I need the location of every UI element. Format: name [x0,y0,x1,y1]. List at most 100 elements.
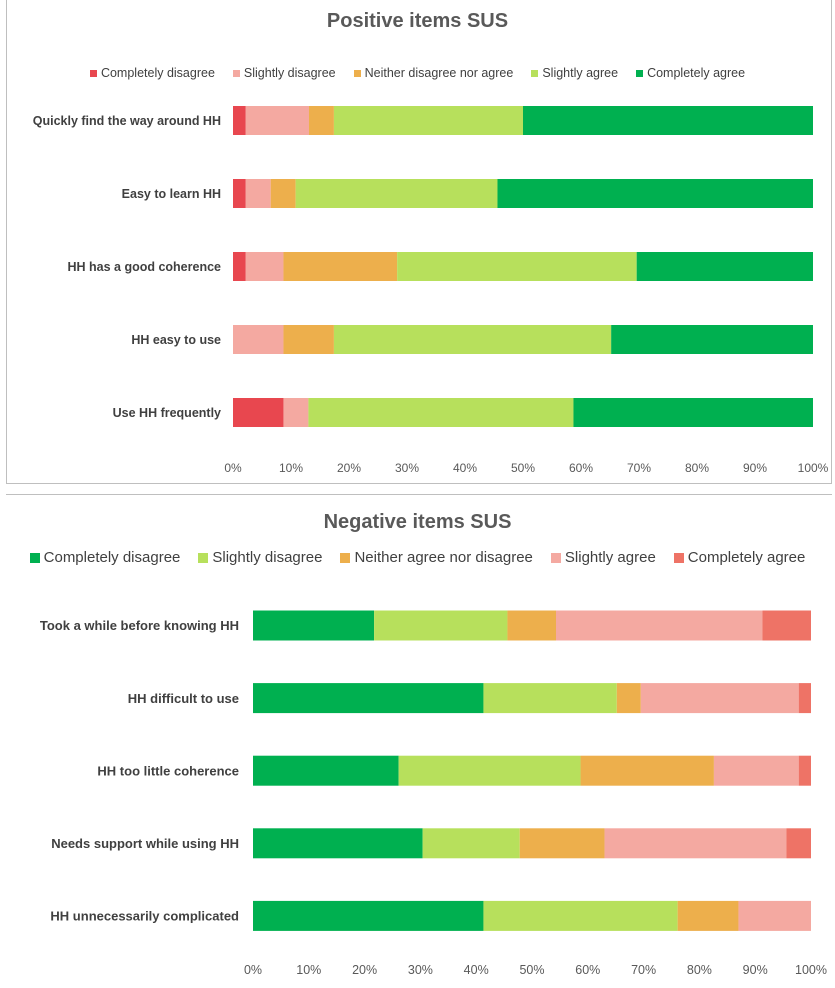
positive-bar-quickly-find-the-way-around-hh-slightly-agree [333,106,523,135]
negative-category-label: HH unnecessarily complicated [50,909,239,924]
positive-x-tick-label: 20% [337,461,361,475]
positive-bar-quickly-find-the-way-around-hh-completely-disagree [233,106,246,135]
negative-bar-hh-too-little-coherence-neither-agree-nor-disagree [580,755,714,786]
legend-item-slightly-disagree: Slightly disagree [198,549,322,566]
legend-item-completely-disagree: Completely disagree [89,66,215,80]
positive-bar-use-hh-frequently-slightly-agree [308,398,574,427]
legend-swatch [29,552,40,563]
legend-label: Slightly disagree [243,66,336,80]
legend-swatch [232,69,240,77]
positive-x-tick-label: 30% [395,461,419,475]
legend-label: Slightly disagree [212,549,323,566]
negative-bar-hh-difficult-to-use-neither-agree-nor-disagree [616,683,641,714]
negative-bar-hh-too-little-coherence-completely-disagree [253,755,399,786]
positive-bar-use-hh-frequently-completely-disagree [233,398,284,427]
legend-swatch [353,69,361,77]
positive-category-label: Quickly find the way around HH [33,114,221,128]
legend-swatch [673,552,684,563]
positive-bar-hh-has-a-good-coherence-neither-disagree-nor-agree [283,252,398,281]
negative-bar-took-a-while-before-knowing-hh-slightly-agree [555,610,763,641]
negative-bar-hh-unnecessarily-complicated-completely-disagree [253,900,484,931]
positive-bar-quickly-find-the-way-around-hh-neither-disagree-nor-agree [308,106,334,135]
positive-bar-hh-easy-to-use-slightly-agree [333,325,612,354]
positive-category-label: HH has a good coherence [67,260,221,274]
legend-item-completely-disagree: Completely disagree [29,549,181,566]
negative-category-label: HH difficult to use [128,691,239,706]
positive-bar-quickly-find-the-way-around-hh-completely-agree [523,106,813,135]
negative-x-tick-label: 100% [795,963,827,977]
positive-bar-hh-has-a-good-coherence-completely-disagree [233,252,246,281]
negative-chart-legend: Completely disagree Slightly disagree Neit… [0,549,835,566]
negative-bar-took-a-while-before-knowing-hh-neither-agree-nor-disagree [507,610,556,641]
positive-bar-hh-easy-to-use-neither-disagree-nor-agree [283,325,334,354]
positive-bar-use-hh-frequently-completely-agree [573,398,813,427]
positive-x-tick-label: 70% [627,461,651,475]
legend-label: Completely agree [647,66,746,80]
positive-x-tick-label: 50% [511,461,535,475]
positive-bar-use-hh-frequently-slightly-disagree [283,398,309,427]
positive-category-label: Easy to learn HH [122,187,221,201]
negative-bar-needs-support-while-using-hh-slightly-agree [604,828,787,859]
negative-x-tick-label: 30% [408,963,433,977]
negative-bar-took-a-while-before-knowing-hh-slightly-disagree [374,610,508,641]
negative-bar-took-a-while-before-knowing-hh-completely-agree [762,610,811,641]
negative-x-tick-label: 80% [687,963,712,977]
legend-label: Slightly agree [564,549,656,566]
legend-swatch [340,552,351,563]
legend-item-completely-agree: Completely agree [636,66,745,80]
legend-item-neither-agree-nor-disagree: Neither agree nor disagree [340,549,533,566]
legend-label: Neither agree nor disagree [354,549,533,566]
legend-item-slightly-agree: Slightly agree [550,549,656,566]
positive-chart-title: Positive items SUS [326,10,509,32]
positive-bar-easy-to-learn-hh-slightly-disagree [245,179,271,208]
positive-bar-easy-to-learn-hh-neither-disagree-nor-agree [270,179,296,208]
positive-x-tick-label: 40% [453,461,477,475]
positive-x-tick-label: 0% [224,461,242,475]
positive-bar-quickly-find-the-way-around-hh-slightly-disagree [245,106,309,135]
negative-bar-hh-unnecessarily-complicated-slightly-disagree [483,900,678,931]
positive-bar-easy-to-learn-hh-completely-agree [497,179,813,208]
negative-x-tick-label: 70% [631,963,656,977]
positive-x-tick-label: 10% [279,461,303,475]
legend-swatch [550,552,561,563]
negative-bar-hh-too-little-coherence-completely-agree [798,755,811,786]
negative-category-label: HH too little coherence [97,763,239,778]
legend-label: Completely agree [687,549,806,566]
positive-x-tick-label: 90% [743,461,767,475]
negative-bar-hh-too-little-coherence-slightly-disagree [398,755,581,786]
negative-x-tick-label: 50% [519,963,544,977]
negative-x-tick-label: 90% [743,963,768,977]
legend-label: Neither disagree nor agree [364,66,514,80]
positive-x-tick-label: 80% [685,461,709,475]
negative-bar-hh-difficult-to-use-completely-agree [798,683,811,714]
negative-bar-hh-difficult-to-use-completely-disagree [253,683,484,714]
legend-label: Completely disagree [43,549,181,566]
legend-label: Slightly agree [542,66,619,80]
positive-bar-hh-has-a-good-coherence-slightly-agree [397,252,637,281]
negative-bar-needs-support-while-using-hh-slightly-disagree [422,828,520,859]
positive-bar-hh-has-a-good-coherence-slightly-disagree [245,252,284,281]
negative-bar-hh-unnecessarily-complicated-neither-agree-nor-disagree [677,900,739,931]
negative-x-tick-label: 60% [575,963,600,977]
legend-item-completely-agree: Completely agree [673,549,806,566]
negative-x-tick-label: 20% [352,963,377,977]
positive-category-label: HH easy to use [131,333,221,347]
negative-bar-needs-support-while-using-hh-completely-disagree [253,828,423,859]
legend-swatch [89,69,97,77]
legend-swatch [531,69,539,77]
legend-swatch [198,552,209,563]
negative-category-label: Needs support while using HH [51,836,239,851]
negative-x-tick-label: 0% [244,963,262,977]
positive-bar-easy-to-learn-hh-completely-disagree [233,179,246,208]
negative-x-tick-label: 10% [296,963,321,977]
negative-bar-hh-unnecessarily-complicated-slightly-agree [738,900,811,931]
positive-bar-easy-to-learn-hh-slightly-agree [295,179,498,208]
negative-chart-title: Negative items SUS [323,511,512,533]
negative-bar-hh-difficult-to-use-slightly-agree [640,683,799,714]
legend-label: Completely disagree [100,66,215,80]
negative-bar-needs-support-while-using-hh-neither-agree-nor-disagree [519,828,605,859]
positive-bar-hh-easy-to-use-completely-agree [611,325,813,354]
positive-chart-legend: Completely disagree Slightly disagree Neit… [0,66,835,80]
legend-swatch [636,69,644,77]
